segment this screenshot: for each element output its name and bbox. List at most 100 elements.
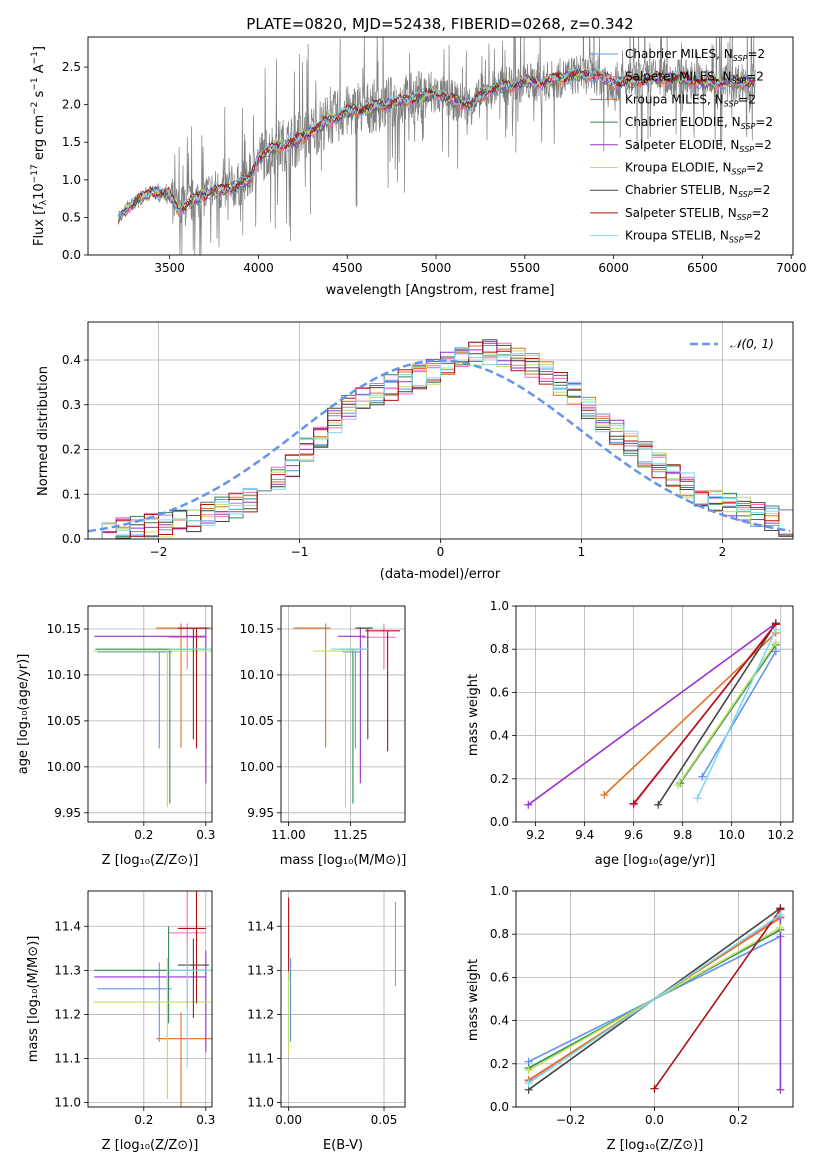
y-tick-label: 11.0 <box>54 1096 81 1110</box>
series-line-salpeter-stelib <box>653 908 782 1090</box>
legend-text: Salpeter STELIB, N <box>625 206 737 220</box>
legend-tail: =2 <box>738 92 756 106</box>
x-tick-label: 3500 <box>154 261 185 275</box>
y-tick-label: 0.0 <box>490 815 509 829</box>
axes-frame <box>515 605 794 823</box>
spectrum-panel: 3500 4000 4500 5000 5500 6000 6500 7000 0.0 0.5 1.… <box>62 36 807 275</box>
y-tick-label: 1.5 <box>62 135 81 149</box>
y-tick-label: 10.10 <box>240 668 274 682</box>
x-tick-label: 1 <box>578 545 586 559</box>
series-line-kroupa-stelib <box>528 914 781 1084</box>
x-tick-label: 0.2 <box>134 828 153 842</box>
y-tick-label: 9.95 <box>247 806 274 820</box>
plus-marker <box>654 800 663 809</box>
legend-label: Chabrier ELODIE, NSSP=2 <box>625 115 773 131</box>
legend-text: Kroupa STELIB, N <box>625 229 729 243</box>
x-tick-label: 4500 <box>332 261 363 275</box>
x-tick-label: 4000 <box>243 261 274 275</box>
y-tick-label: 0.4 <box>490 729 509 743</box>
y-tick-label: 1.0 <box>490 884 509 898</box>
legend-sub: SSP <box>732 168 747 177</box>
legend-sub: SSP <box>729 236 744 245</box>
plus-marker <box>698 772 707 781</box>
x-tick-label: 10.0 <box>718 828 745 842</box>
legend-text: Salpeter ELODIE, N <box>625 138 739 152</box>
residual-xlabel: (data-model)/error <box>380 567 501 582</box>
y-tick-label: 10.15 <box>240 622 274 636</box>
x-tick-label: 0.2 <box>729 1113 748 1127</box>
series-line-kroupa-elodie <box>677 642 777 786</box>
y-tick-label: 0.8 <box>490 927 509 941</box>
legend-sub: SSP <box>741 122 756 131</box>
axes-frame <box>87 321 794 540</box>
y-tick-label: 10.05 <box>240 714 274 728</box>
legend-sub: SSP <box>733 54 748 63</box>
model-line-chabrier-elodie <box>117 69 756 225</box>
x-tick-label: 7000 <box>776 261 807 275</box>
spectrum-title: PLATE=0820, MJD=52438, FIBERID=0268, z=0… <box>246 15 633 33</box>
legend-tail: =2 <box>746 161 764 175</box>
mw-z-ylabel: mass weight <box>466 959 481 1041</box>
y-tick-label: 10.15 <box>47 622 81 636</box>
mw-z-xlabel: Z [log₁₀(Z/Z⊙)] <box>607 1138 704 1153</box>
x-tick-label: 6500 <box>687 261 718 275</box>
legend-tail: =2 <box>744 229 762 243</box>
legend-label: Salpeter STELIB, NSSP=2 <box>625 206 769 222</box>
massweight-vs-age-panel: 9.2 9.4 9.6 9.8 10.0 10.2 0.0 0.2 0.4 0.6 0.8 1.0 <box>490 599 794 842</box>
legend-tail: =2 <box>755 115 773 129</box>
plot-area <box>88 891 212 1107</box>
plus-marker <box>776 923 785 932</box>
legend-text: Chabrier STELIB, N <box>625 183 738 197</box>
plus-marker <box>771 625 780 634</box>
mass-z-xlabel: Z [log₁₀(Z/Z⊙)] <box>102 1138 199 1153</box>
series-line-chabrier-stelib <box>657 622 777 806</box>
y-tick-label: 0.6 <box>490 685 509 699</box>
x-tick-label: 0.3 <box>196 1113 215 1127</box>
age-z-ylabel: age [log₁₀(age/yr)] <box>16 654 31 775</box>
axes-frame <box>87 36 794 256</box>
mass-vs-ebv-panel: 0.00 0.05 11.0 11.1 11.2 11.3 11.4 <box>247 890 406 1127</box>
legend-label: Salpeter ELODIE, NSSP=2 <box>625 138 772 154</box>
x-tick-label: 11.00 <box>271 828 305 842</box>
y-tick-label: 0.4 <box>62 353 81 367</box>
legend-text: Chabrier ELODIE, N <box>625 115 741 129</box>
plus-marker <box>693 794 702 803</box>
legend-text: Chabrier MILES, N <box>625 47 733 61</box>
y-tick-label: 10.10 <box>47 668 81 682</box>
legend-label: Chabrier MILES, NSSP=2 <box>625 47 765 63</box>
x-tick-label: 0.00 <box>275 1113 302 1127</box>
legend-label: Chabrier STELIB, NSSP=2 <box>625 183 770 199</box>
plot-area <box>117 37 756 255</box>
massweight-vs-metallicity-panel: −0.2 0.0 0.2 0.0 0.2 0.4 0.6 0.8 1.0 <box>490 884 794 1127</box>
x-tick-label: 0.2 <box>134 1113 153 1127</box>
legend-sub: SSP <box>732 77 747 86</box>
legend-label: 𝒩(0, 1) <box>730 337 774 351</box>
legend-label: Kroupa MILES, NSSP=2 <box>625 92 756 108</box>
y-tick-label: 2.5 <box>62 60 81 74</box>
plot-area <box>88 606 212 822</box>
y-tick-label: 0.0 <box>62 248 81 262</box>
age-mass-xlabel: mass [log₁₀(M/M⊙)] <box>280 853 407 868</box>
plot-area <box>516 606 793 822</box>
age-vs-mass-panel: 11.00 11.25 9.95 10.00 10.05 10.10 10.15 <box>240 605 406 842</box>
plot-area <box>281 891 405 1107</box>
y-tick-label: 0.0 <box>62 532 81 546</box>
x-tick-label: 0.0 <box>645 1113 664 1127</box>
y-tick-label: 10.00 <box>47 760 81 774</box>
spectrum-xlabel: wavelength [Angstrom, rest frame] <box>326 283 555 298</box>
axes-frame <box>515 890 794 1108</box>
y-tick-label: 0.1 <box>62 487 81 501</box>
x-tick-label: 6000 <box>598 261 629 275</box>
y-tick-label: 10.05 <box>47 714 81 728</box>
plus-marker <box>600 791 609 799</box>
residual-ylabel: Normed distribution <box>36 366 51 496</box>
plot-area <box>88 322 793 539</box>
x-tick-label: −1 <box>291 545 309 559</box>
y-tick-label: 11.2 <box>247 1007 274 1021</box>
model-line-salpeter-stelib <box>117 67 756 216</box>
y-tick-label: 0.8 <box>490 642 509 656</box>
y-tick-label: 11.0 <box>247 1096 274 1110</box>
legend-sub: SSP <box>738 190 753 199</box>
plus-marker <box>650 1084 659 1093</box>
x-tick-label: 9.6 <box>624 828 643 842</box>
